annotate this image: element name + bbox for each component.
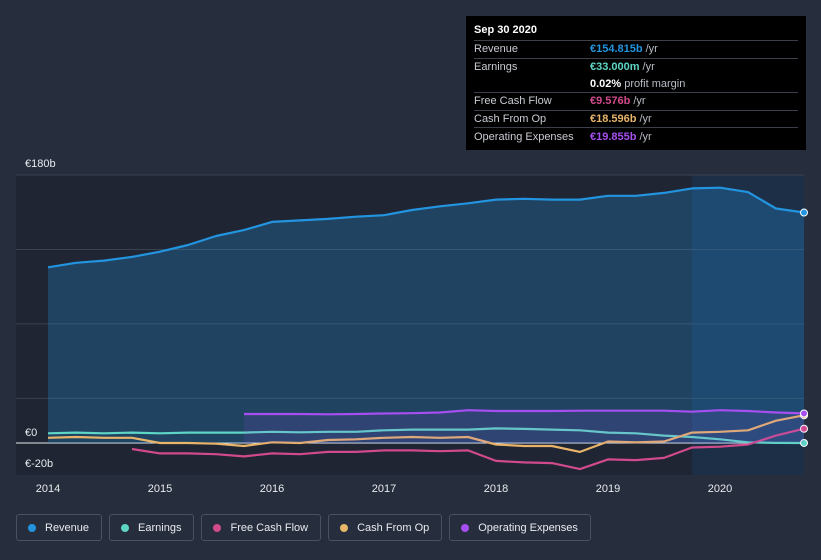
legend-label: Operating Expenses [478,521,578,534]
tooltip-unit: /yr [639,130,652,143]
tooltip-value: €154.815b [590,43,643,56]
revenue-area [48,187,804,443]
operating-expenses-line [244,409,805,416]
tooltip-date: Sep 30 2020 [474,24,537,36]
tooltip-row-operating-expenses: Operating Expenses €19.855b /yr [474,127,798,145]
revenue-endpoint [800,208,808,217]
legend-item-earnings[interactable]: Earnings [109,514,195,541]
legend-label: Free Cash Flow [230,521,309,534]
x-tick-label: 2017 [372,483,396,495]
free-cash-flow-line [131,427,805,471]
x-tick-label: 2015 [148,483,172,495]
legend-dot-icon [121,523,130,532]
legend-label: Cash From Op [357,521,430,534]
free-cash-flow-endpoint [800,424,808,433]
tooltip-label: Revenue [474,43,519,56]
tooltip-panel: Sep 30 2020 Revenue €154.815b /yr Earnin… [466,16,806,150]
x-tick-label: 2020 [708,483,732,495]
legend-dot-icon [213,523,222,532]
tooltip-row-profit-margin: 0.02% profit margin [474,75,798,92]
operating-expenses-endpoint [800,409,808,418]
tooltip-unit: /yr [642,61,655,74]
legend-label: Earnings [138,521,182,534]
tooltip-row-revenue: Revenue €154.815b /yr [474,40,798,58]
tooltip-row-free-cash-flow: Free Cash Flow €9.576b /yr [474,92,798,110]
legend-item-revenue[interactable]: Revenue [16,514,103,541]
tooltip-unit: /yr [639,113,652,126]
highlight-region [692,175,804,475]
legend-dot-icon [340,523,349,532]
y-tick-label: €0 [25,427,37,439]
tooltip-label: Operating Expenses [474,130,574,143]
tooltip-row-earnings: Earnings €33.000m /yr [474,57,798,76]
tooltip-unit: /yr [645,43,658,56]
tooltip-label: Cash From Op [474,113,547,126]
legend-item-free-cash-flow[interactable]: Free Cash Flow [201,514,322,541]
cash-from-op-line [47,414,805,453]
x-tick-label: 2018 [484,483,508,495]
legend-dot-icon [461,523,470,532]
tooltip-value: €18.596b [590,113,637,126]
revenue-line [47,186,805,269]
x-tick-label: 2016 [260,483,284,495]
legend-item-cash-from-op[interactable]: Cash From Op [328,514,443,541]
tooltip-unit: profit margin [624,77,686,90]
plot-area [16,175,804,475]
legend-item-operating-expenses[interactable]: Operating Expenses [449,514,591,541]
chart-legend: Revenue Earnings Free Cash Flow Cash Fro… [16,514,591,541]
tooltip-value: 0.02% [590,77,622,90]
x-tick-label: 2014 [36,483,60,495]
tooltip-label: Earnings [474,61,518,74]
earnings-endpoint [800,438,808,447]
tooltip-value: €19.855b [590,130,637,143]
y-tick-label: €180b [25,158,56,170]
legend-label: Revenue [45,521,90,534]
y-tick-label: €-20b [25,458,53,470]
x-tick-label: 2019 [596,483,620,495]
tooltip-value: €33.000m [590,61,640,74]
operating-expenses-area [244,410,804,443]
tooltip-unit: /yr [633,95,646,108]
tooltip-label: Free Cash Flow [474,95,552,108]
tooltip-value: €9.576b [590,95,631,108]
legend-dot-icon [28,523,36,532]
tooltip-row-cash-from-op: Cash From Op €18.596b /yr [474,109,798,128]
